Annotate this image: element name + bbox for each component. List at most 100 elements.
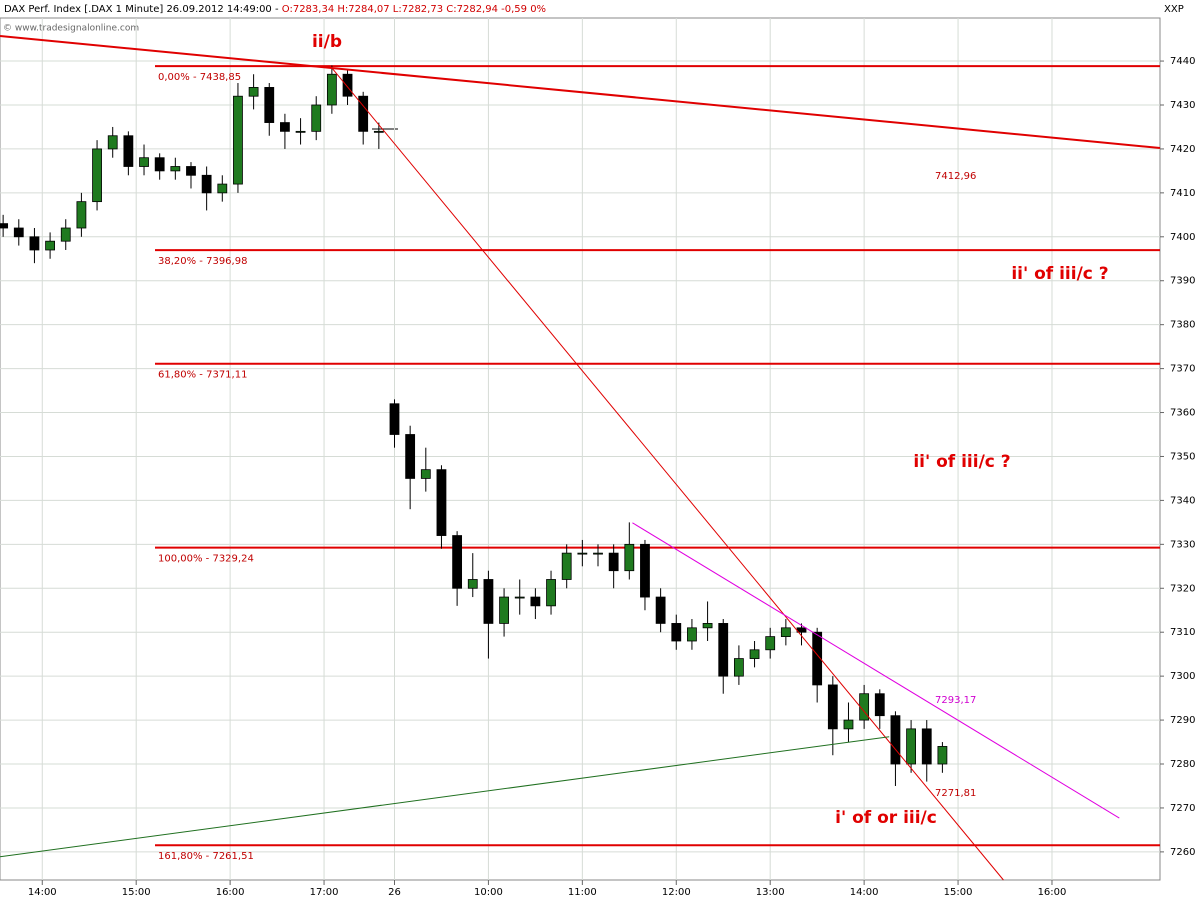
candle-body — [76, 201, 87, 229]
candle-body — [326, 73, 337, 106]
candle-body — [530, 596, 541, 607]
trendline — [632, 522, 1120, 819]
trendline — [329, 65, 1004, 881]
candle-body — [342, 73, 353, 97]
candle-body — [608, 552, 619, 572]
candle-body — [561, 552, 572, 580]
candle-body — [233, 95, 243, 185]
wave-label: ii' of iii/c ? — [1011, 264, 1108, 284]
candle-body — [827, 684, 838, 730]
candle-body — [718, 623, 729, 677]
candle-body — [702, 623, 713, 629]
candle-body — [890, 715, 901, 765]
candle-body — [13, 227, 24, 238]
fib-label: 161,80% - 7261,51 — [158, 851, 254, 862]
candle-body — [593, 552, 603, 555]
candle-body — [906, 728, 916, 765]
quote: O:7283,34 H:7284,07 L:7282,73 C:7282,94 … — [282, 4, 546, 15]
y-tick-label: 7430 — [1170, 100, 1195, 111]
y-tick-label: 7370 — [1170, 364, 1195, 375]
fib-label: 61,80% - 7371,11 — [158, 370, 247, 381]
y-tick-label: 7400 — [1170, 232, 1195, 243]
y-tick-label: 7310 — [1170, 627, 1195, 638]
candle-body — [107, 135, 118, 150]
candle-body — [295, 130, 306, 133]
x-tick-label: 15:00 — [944, 887, 973, 898]
candle-body — [92, 148, 102, 203]
y-tick-label: 7330 — [1170, 539, 1195, 550]
candle-body — [467, 579, 478, 589]
candle-body — [624, 543, 635, 572]
y-tick-label: 7320 — [1170, 583, 1195, 594]
candle-body — [780, 627, 791, 638]
candle-body — [436, 469, 447, 536]
y-tick-label: 7440 — [1170, 56, 1195, 67]
trendline — [0, 736, 890, 858]
candle-body — [201, 174, 212, 194]
x-tick-label: 13:00 — [756, 887, 785, 898]
wave-label: ii' of iii/c ? — [913, 452, 1010, 472]
x-tick-label: 11:00 — [568, 887, 597, 898]
wave-label: i' of or iii/c — [835, 808, 937, 828]
x-tick-label: 14:00 — [28, 887, 57, 898]
candle-body — [577, 552, 588, 555]
wave-label: ii/b — [312, 32, 342, 52]
candle-body — [671, 623, 682, 642]
candle-body — [859, 693, 870, 721]
y-tick-label: 7290 — [1170, 715, 1195, 726]
header: DAX Perf. Index [.DAX 1 Minute] 26.09.20… — [4, 4, 546, 15]
fib-label: 100,00% - 7329,24 — [158, 554, 254, 565]
candle-body — [186, 166, 196, 176]
candle-body — [812, 631, 823, 686]
y-tick-label: 7270 — [1170, 803, 1195, 814]
candle-body — [139, 157, 149, 167]
x-tick-label: 26 — [388, 887, 401, 898]
x-tick-label: 12:00 — [662, 887, 691, 898]
candle-body — [514, 596, 525, 599]
y-tick-label: 7350 — [1170, 451, 1195, 462]
candle-body — [546, 579, 556, 607]
fib-label: 38,20% - 7396,98 — [158, 256, 247, 267]
candle-body — [154, 157, 165, 172]
y-tick-label: 7300 — [1170, 671, 1195, 682]
candle-body — [280, 122, 290, 132]
candle-body — [248, 87, 259, 97]
line-label: 7293,17 — [935, 695, 976, 706]
plot-area — [0, 17, 1161, 881]
candle-body — [733, 658, 744, 677]
candle-body — [843, 719, 854, 730]
y-tick-label: 7380 — [1170, 320, 1195, 331]
candle-body — [874, 693, 885, 717]
symbol: XXP — [1164, 4, 1184, 15]
x-tick-label: 16:00 — [216, 887, 245, 898]
candle-body — [389, 403, 400, 435]
candle-body — [765, 636, 776, 651]
candle-body — [420, 469, 431, 479]
candle-body — [640, 543, 650, 598]
x-tick-label: 17:00 — [310, 887, 339, 898]
line-label: 7412,96 — [935, 171, 976, 182]
candle-body — [264, 87, 275, 123]
y-tick-label: 7280 — [1170, 759, 1195, 770]
candle-body — [499, 596, 509, 624]
candle-body — [687, 627, 697, 642]
y-tick-label: 7260 — [1170, 847, 1195, 858]
candle-body — [217, 183, 228, 194]
candle-body — [358, 95, 369, 132]
candle-body — [123, 135, 134, 167]
fib-label: 0,00% - 7438,85 — [158, 72, 241, 83]
y-tick-label: 7390 — [1170, 276, 1195, 287]
candle-body — [29, 236, 40, 251]
y-tick-label: 7420 — [1170, 144, 1195, 155]
candle-body — [921, 728, 932, 765]
candle-body — [373, 130, 384, 133]
candle-body — [60, 227, 71, 242]
candle-body — [937, 746, 948, 765]
source: © www.tradesignalonline.com — [3, 24, 139, 34]
x-tick-label: 14:00 — [850, 887, 879, 898]
candle-body — [311, 104, 322, 132]
trendline — [0, 35, 1161, 150]
y-tick-label: 7360 — [1170, 408, 1195, 419]
x-tick-label: 16:00 — [1038, 887, 1067, 898]
